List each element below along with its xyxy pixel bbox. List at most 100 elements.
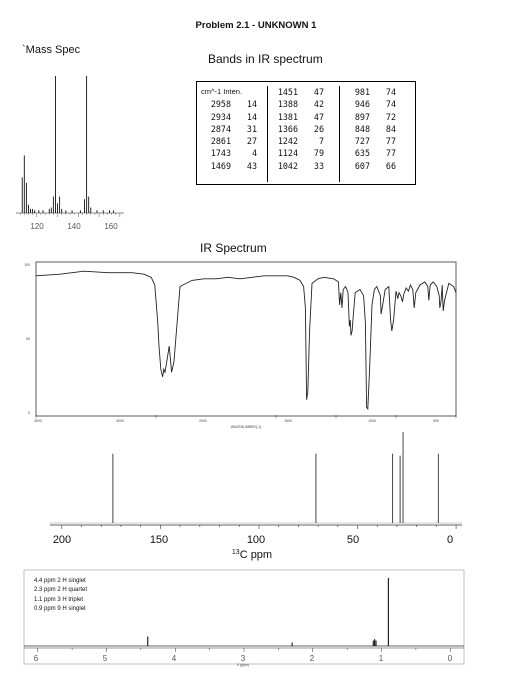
header-wavenumber: cm^-1 (201, 87, 222, 96)
ir-intensity-cell: 74 (385, 87, 396, 97)
ir-table-row: 727 77 (340, 135, 396, 147)
ir-table-row: 635 77 (340, 147, 396, 159)
ir-x-tick-label: 3000 (116, 419, 124, 423)
c13-tick-label: 50 (347, 534, 359, 546)
page-title: Problem 2.1 - UNKNOWN 1 (195, 20, 317, 31)
ir-intensity-cell: 4 (251, 148, 257, 159)
ir-table-row: 2874 31 (201, 123, 257, 135)
ir-intensity-cell: 74 (385, 99, 396, 110)
ms-tick-label: 140 (67, 222, 81, 231)
c13-tick-label: 150 (150, 534, 168, 546)
ir-wavenumber-cell: 981 (354, 87, 370, 97)
h1-peak-entry: 0.9 ppm 9 H singlet (34, 606, 86, 613)
ir-intensity-cell: 31 (246, 123, 257, 134)
ms-bars (21, 76, 115, 213)
ir-table-column-1: cm^-1 Inten. 2958 14 2934 14 2874 31 2861 27 174… (201, 86, 257, 182)
h1-peak-entry: 2.3 ppm 2 H quartet (34, 587, 88, 594)
ir-x-tick-label: 1500 (284, 419, 292, 423)
ir-x-tick-label: 500 (433, 419, 439, 423)
ir-table-row: 897 72 (340, 111, 396, 123)
ir-wavenumber-cell: 607 (354, 160, 370, 171)
ir-x-axis-label: WAVENUMBER(-1) (231, 425, 262, 429)
ir-intensity-cell: 77 (385, 148, 396, 159)
h1-tick-label: 2 (310, 654, 315, 663)
ir-table-title: Bands in IR spectrum (208, 52, 323, 66)
c13-ticks (61, 525, 457, 529)
ir-table-column-3: 981 74 946 74 897 72 848 84 727 77 635 77 607 66 (339, 86, 396, 182)
ir-intensity-cell: 47 (313, 87, 324, 97)
h1-tick-label: 6 (34, 654, 39, 663)
ir-wavenumber-cell: 946 (354, 99, 370, 110)
mass-spec-label: `Mass Spec (22, 44, 81, 56)
ir-wavenumber-cell: 897 (354, 111, 370, 122)
mass-spec-chart: 120 140 160 (16, 76, 124, 231)
c13-peaks (112, 431, 439, 523)
ir-wavenumber-cell: 1381 (277, 111, 298, 122)
ms-tick-label: 120 (30, 222, 44, 231)
ir-y-tick-label: 50 (26, 337, 30, 341)
ir-x-tick-label: 4000 (34, 419, 42, 423)
ir-wavenumber-cell: 1388 (277, 99, 298, 110)
ir-table-row: 1469 43 (201, 160, 257, 172)
ir-wavenumber-cell: 727 (354, 136, 370, 147)
ir-intensity-cell: 43 (246, 160, 257, 171)
ir-table-row: 1388 42 (268, 98, 324, 110)
ir-intensity-cell: 66 (385, 160, 396, 171)
header-intensity: Inten. (223, 87, 243, 96)
ir-wavenumber-cell: 2958 (210, 99, 231, 110)
ir-wavenumber-cell: 2874 (210, 123, 231, 134)
ir-x-tick-label: 1000 (368, 419, 376, 423)
c13-tick-label: 200 (53, 534, 71, 546)
ir-intensity-cell: 84 (385, 123, 396, 134)
ir-y-tick-label: 100 (24, 263, 30, 267)
ir-table-row: 1042 33 (268, 160, 324, 172)
ir-table-row: 1451 47 (268, 86, 324, 98)
c13-tick-label: 100 (247, 534, 265, 546)
ir-table-row: 981 74 (340, 86, 396, 98)
ir-table-row: 946 74 (340, 98, 396, 110)
ir-table-row: 848 84 (340, 123, 396, 135)
ir-band-table: cm^-1 Inten. 2958 14 2934 14 2874 31 2861 27 174… (196, 81, 416, 185)
ir-spectrum-title: IR Spectrum (200, 241, 267, 255)
ir-intensity-cell: 7 (318, 136, 324, 147)
ir-wavenumber-cell: 2934 (210, 111, 231, 122)
h1-nmr-chart: 6 5 4 3 2 1 0 δ (ppm) (23, 569, 465, 667)
h1-tick-label: 4 (172, 654, 177, 663)
ms-tick-label: 160 (104, 222, 118, 231)
c13-axis-label-rest: C ppm (240, 549, 272, 561)
ir-ticks (35, 415, 457, 418)
ir-intensity-cell: 77 (385, 136, 396, 147)
c13-tick-label: 0 (447, 534, 453, 546)
ms-ticks (19, 213, 121, 217)
ir-wavenumber-cell: 1366 (277, 123, 298, 134)
ir-x-tick-label: 2000 (199, 419, 207, 423)
h1-peak-entry: 4.4 ppm 2 H singlet (34, 578, 86, 584)
ir-wavenumber-cell: 1242 (277, 136, 298, 147)
ir-table-header: cm^-1 Inten. (201, 86, 257, 98)
ir-spectrum-chart: 100 50 0 4000 3000 2000 1500 1000 500 WA… (24, 261, 457, 429)
ir-wavenumber-cell: 1469 (210, 160, 231, 171)
h1-tick-label: 5 (103, 654, 108, 663)
ir-intensity-cell: 72 (385, 111, 396, 122)
ir-wavenumber-cell: 848 (354, 123, 370, 134)
h1-x-axis-label: δ (ppm) (237, 663, 249, 667)
ir-table-row: 2861 27 (201, 135, 257, 147)
ir-intensity-cell: 42 (313, 99, 324, 110)
ir-table-row: 1381 47 (268, 111, 324, 123)
h1-peak-list: 4.4 ppm 2 H singlet 2.3 ppm 2 H quartet … (34, 577, 87, 615)
ir-table-column-2: 1451 47 1388 42 1381 47 1366 26 1242 7 1124 79 1042 3… (267, 86, 324, 182)
ir-frame (35, 261, 457, 417)
ir-y-tick-label: 0 (28, 411, 30, 415)
ir-table-row: 1743 4 (201, 147, 257, 159)
ir-intensity-cell: 79 (313, 148, 324, 159)
h1-tick-label: 1 (379, 654, 384, 663)
c13-nmr-chart: 200 150 100 50 0 13C ppm (50, 431, 462, 561)
c13-axis-label-sup: 13 (232, 549, 240, 556)
ir-wavenumber-cell: 635 (354, 148, 370, 159)
c13-axis-label: 13C ppm (232, 549, 272, 561)
ir-table-row: 1366 26 (268, 123, 324, 135)
ir-intensity-cell: 27 (246, 136, 257, 147)
ir-table-row: 2934 14 (201, 111, 257, 123)
h1-tick-label: 0 (448, 654, 453, 663)
